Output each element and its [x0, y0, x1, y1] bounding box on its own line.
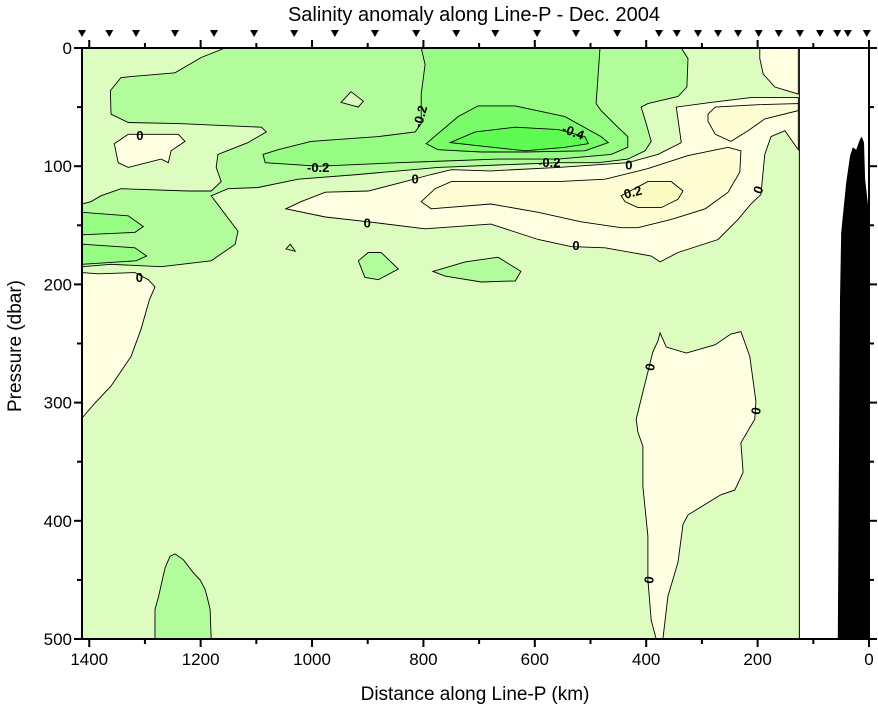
contour-label: -0.2	[538, 155, 560, 170]
contour-label: 0	[364, 215, 371, 230]
x-tick-label: 1000	[293, 650, 331, 669]
y-tick-label: 300	[44, 394, 72, 413]
x-tick-label: 0	[864, 650, 873, 669]
station-marker-icon	[672, 30, 681, 37]
y-tick-label: 500	[44, 630, 72, 649]
contour-label: -0.2	[410, 104, 430, 130]
contour-label: 0	[572, 238, 579, 253]
y-tick-label: 200	[44, 275, 72, 294]
x-tick-label: 200	[743, 650, 771, 669]
station-marker-icon	[694, 30, 703, 37]
station-marker-icon	[78, 30, 86, 37]
contour-region-neg-0-1	[357, 252, 400, 281]
bathymetry-seafloor	[837, 136, 869, 639]
contour-label: 0.2	[622, 183, 643, 202]
station-markers	[78, 30, 871, 37]
contour-label: 0	[411, 172, 418, 187]
x-tick-label: 800	[409, 650, 437, 669]
contour-region-neg-0-1	[285, 243, 297, 253]
y-tick-label: 0	[63, 39, 72, 58]
station-marker-icon	[370, 30, 379, 37]
contour-label: 0	[136, 128, 143, 143]
station-marker-icon	[795, 30, 804, 37]
contour-label: 0	[625, 158, 632, 173]
contour-region-pos-0-0	[82, 272, 156, 419]
station-marker-icon	[210, 30, 219, 37]
x-tick-label: 1200	[182, 650, 220, 669]
station-marker-icon	[412, 30, 421, 37]
contour-region-pos-0-0	[635, 331, 757, 639]
chart-title: Salinity anomaly along Line-P - Dec. 200…	[288, 4, 660, 26]
contour-region-neg-0-4	[448, 126, 589, 152]
x-tick-label: 400	[632, 650, 660, 669]
x-tick-label: 600	[521, 650, 549, 669]
x-tick-label: 1400	[70, 650, 108, 669]
y-tick-label: 100	[44, 157, 72, 176]
station-marker-icon	[533, 30, 542, 37]
contour-label: 0	[641, 575, 657, 585]
station-marker-icon	[491, 30, 500, 37]
station-marker-icon	[171, 30, 180, 37]
station-marker-icon	[833, 30, 842, 37]
contour-label: 0	[136, 270, 143, 285]
station-marker-icon	[452, 30, 461, 37]
contour-region-neg-0-1	[431, 256, 522, 283]
contour-region-pos-0-1	[707, 103, 799, 142]
contour-label: 0	[748, 406, 764, 416]
axes: 1400 1200 1000 800 600 400 200 0 0 100 200 300 400 50…	[44, 39, 877, 669]
y-axis-title: Pressure (dbar)	[5, 280, 26, 412]
contour-region-neg-0-2	[82, 243, 148, 265]
station-marker-icon	[843, 30, 852, 37]
station-marker-icon	[655, 30, 664, 37]
contour-label: -0.2	[307, 160, 329, 175]
station-marker-icon	[734, 30, 743, 37]
contour-region-pos-0-0	[113, 133, 186, 168]
station-marker-icon	[754, 30, 763, 37]
station-marker-icon	[290, 30, 299, 37]
contour-label: -0.4	[560, 121, 587, 143]
contour-region-pos-0-2	[620, 181, 684, 209]
x-axis-title: Distance along Line-P (km)	[361, 684, 590, 705]
y-tick-label: 400	[44, 512, 72, 531]
contour-region-neg-0-1	[154, 553, 212, 639]
contour-region-neg-0-2	[82, 211, 145, 236]
contour-label: 0	[750, 184, 767, 196]
station-marker-icon	[250, 30, 259, 37]
contour-region-pos-0-0	[759, 48, 799, 95]
contour-region-pos-0-0	[284, 97, 799, 263]
station-marker-icon	[613, 30, 622, 37]
station-marker-icon	[862, 30, 871, 37]
contour-fills	[82, 48, 800, 639]
station-marker-icon	[714, 30, 723, 37]
station-marker-icon	[132, 30, 141, 37]
contour-region-background	[340, 91, 364, 108]
station-marker-icon	[330, 30, 339, 37]
contour-label: 0	[642, 362, 658, 372]
contour-plot-area	[82, 48, 869, 639]
station-marker-icon	[105, 30, 114, 37]
station-marker-icon	[815, 30, 824, 37]
station-marker-icon	[774, 30, 783, 37]
station-marker-icon	[572, 30, 581, 37]
